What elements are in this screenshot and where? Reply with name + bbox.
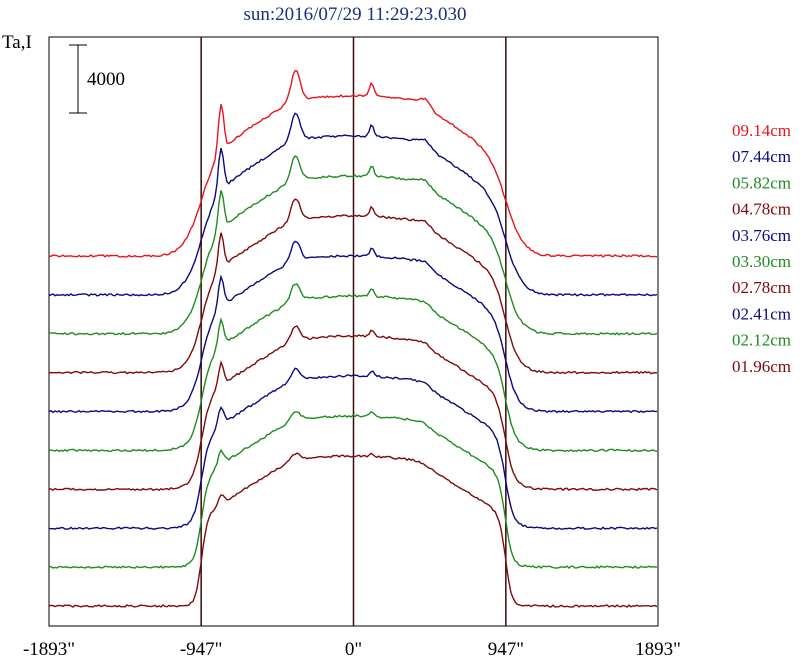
series-line xyxy=(48,198,658,375)
vertical-markers xyxy=(200,37,507,626)
legend-entry: 02.12cm xyxy=(732,331,791,350)
legend-entry: 01.96cm xyxy=(732,357,791,376)
series-curves xyxy=(48,70,658,608)
scale-bar: 4000 xyxy=(69,44,125,114)
series-line xyxy=(48,410,657,569)
series-line xyxy=(48,325,658,492)
x-tick-label: -947" xyxy=(180,639,223,660)
scale-bar-label: 4000 xyxy=(87,69,125,90)
legend-entry: 05.82cm xyxy=(732,173,791,192)
x-tick-labels: -1893" -947" 0" 947" 1893" xyxy=(23,639,681,660)
x-tick-label: -1893" xyxy=(23,639,75,660)
series-line xyxy=(48,283,658,453)
series-line xyxy=(48,367,658,530)
legend-entry: 04.78cm xyxy=(732,200,791,219)
series-line xyxy=(48,70,658,258)
series-line xyxy=(48,240,657,414)
legend-entry: 02.41cm xyxy=(732,304,791,323)
y-axis-label: Ta,I xyxy=(2,32,32,53)
x-tick-label: 947" xyxy=(488,639,524,660)
x-tick-label: 1893" xyxy=(635,639,681,660)
chart-title: sun:2016/07/29 11:29:23.030 xyxy=(243,4,466,25)
legend-entry: 09.14cm xyxy=(732,121,791,140)
x-tick-label: 0" xyxy=(345,639,362,660)
legend-entry: 03.30cm xyxy=(732,252,791,271)
legend: 09.14cm 07.44cm 05.82cm 04.78cm 03.76cm 03.30… xyxy=(732,121,791,376)
legend-entry: 07.44cm xyxy=(732,147,791,166)
legend-entry: 02.78cm xyxy=(732,278,791,297)
series-line xyxy=(49,155,658,336)
legend-entry: 03.76cm xyxy=(732,226,791,245)
series-line xyxy=(48,112,658,297)
series-line xyxy=(48,452,658,608)
